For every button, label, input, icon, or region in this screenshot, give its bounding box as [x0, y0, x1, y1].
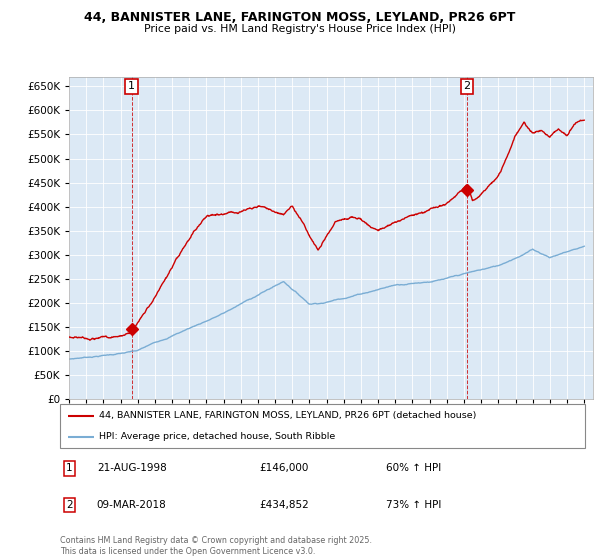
Text: £146,000: £146,000	[260, 464, 309, 474]
Text: Price paid vs. HM Land Registry's House Price Index (HPI): Price paid vs. HM Land Registry's House …	[144, 24, 456, 34]
Text: 2: 2	[66, 500, 73, 510]
Text: 21-AUG-1998: 21-AUG-1998	[97, 464, 167, 474]
Text: 2: 2	[464, 81, 470, 91]
Text: 1: 1	[128, 81, 135, 91]
Text: 60% ↑ HPI: 60% ↑ HPI	[386, 464, 441, 474]
Text: £434,852: £434,852	[260, 500, 309, 510]
Text: 44, BANNISTER LANE, FARINGTON MOSS, LEYLAND, PR26 6PT (detached house): 44, BANNISTER LANE, FARINGTON MOSS, LEYL…	[100, 411, 477, 420]
Text: Contains HM Land Registry data © Crown copyright and database right 2025.
This d: Contains HM Land Registry data © Crown c…	[60, 536, 372, 556]
Text: HPI: Average price, detached house, South Ribble: HPI: Average price, detached house, Sout…	[100, 432, 335, 441]
Text: 09-MAR-2018: 09-MAR-2018	[97, 500, 167, 510]
Text: 73% ↑ HPI: 73% ↑ HPI	[386, 500, 441, 510]
FancyBboxPatch shape	[60, 404, 585, 448]
Text: 1: 1	[66, 464, 73, 474]
Text: 44, BANNISTER LANE, FARINGTON MOSS, LEYLAND, PR26 6PT: 44, BANNISTER LANE, FARINGTON MOSS, LEYL…	[85, 11, 515, 24]
